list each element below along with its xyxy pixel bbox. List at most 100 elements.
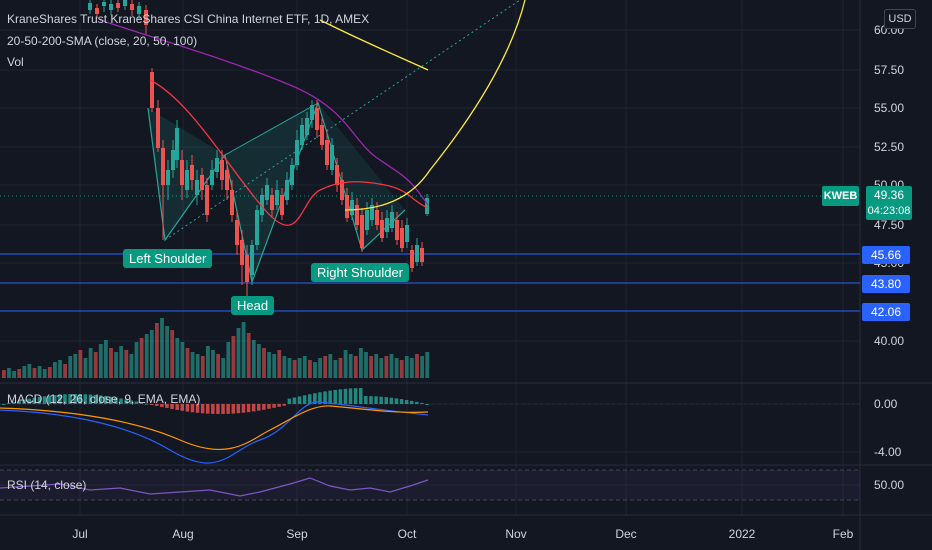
volume-bar bbox=[160, 318, 164, 378]
macd-histogram-bar bbox=[251, 404, 256, 412]
volume-legend[interactable]: Vol bbox=[7, 55, 24, 69]
candle-body bbox=[250, 245, 254, 275]
macd-histogram-bar bbox=[185, 404, 190, 412]
volume-bar bbox=[63, 364, 67, 378]
last-price-box: 49.36 04:23:08 bbox=[866, 186, 912, 220]
volume-bar bbox=[272, 354, 277, 378]
volume-bar bbox=[27, 364, 32, 378]
volume-bar bbox=[236, 328, 241, 378]
candle-body bbox=[95, 8, 99, 14]
time-axis-label: 2022 bbox=[729, 527, 756, 541]
volume-bar bbox=[104, 340, 108, 378]
volume-bar bbox=[394, 358, 399, 378]
macd-histogram-bar bbox=[180, 404, 184, 411]
macd-histogram-bar bbox=[32, 397, 37, 404]
macd-histogram-bar bbox=[63, 394, 67, 404]
macd-histogram-bar bbox=[262, 404, 266, 410]
macd-histogram-bar bbox=[394, 398, 399, 404]
time-axis-label: Dec bbox=[615, 527, 636, 541]
macd-histogram-bar bbox=[374, 396, 378, 404]
volume-bar bbox=[328, 354, 333, 378]
volume-bar bbox=[221, 358, 226, 378]
volume-bar bbox=[282, 356, 287, 378]
macd-histogram-bar bbox=[17, 400, 21, 404]
volume-bar bbox=[58, 360, 62, 378]
macd-histogram-bar bbox=[302, 395, 307, 404]
volume-bar bbox=[47, 367, 52, 378]
volume-bar bbox=[7, 368, 11, 378]
left-shoulder-label[interactable]: Left Shoulder bbox=[123, 249, 213, 268]
candle-body bbox=[205, 185, 209, 215]
projection-curve bbox=[344, 0, 526, 211]
macd-histogram-bar bbox=[333, 389, 337, 404]
volume-bar bbox=[73, 354, 78, 378]
volume-bar bbox=[200, 356, 205, 378]
last-price: 49.36 bbox=[873, 188, 905, 202]
macd-histogram-bar bbox=[93, 394, 98, 404]
volume-bar bbox=[369, 356, 373, 378]
volume-bar bbox=[302, 356, 307, 378]
candle-body bbox=[210, 170, 214, 185]
candle-body bbox=[375, 210, 379, 225]
candle-body bbox=[260, 195, 264, 215]
volume-bar bbox=[37, 366, 42, 378]
macd-histogram-bar bbox=[160, 404, 164, 407]
volume-bar bbox=[262, 348, 266, 378]
currency-button[interactable]: USD bbox=[884, 9, 916, 29]
macd-histogram-bar bbox=[410, 400, 414, 404]
candle-body bbox=[310, 105, 314, 120]
macd-histogram-bar bbox=[359, 388, 363, 404]
candle-body bbox=[285, 180, 289, 200]
volume-bar bbox=[190, 352, 195, 378]
candle-body bbox=[345, 195, 349, 218]
candle-body bbox=[300, 125, 304, 145]
level-tag-45-66: 45.66 bbox=[862, 246, 910, 264]
candle-body bbox=[395, 220, 399, 240]
volume-bar bbox=[12, 371, 16, 378]
head-label[interactable]: Head bbox=[231, 296, 275, 315]
candle-body bbox=[144, 10, 148, 25]
macd-histogram-bar bbox=[241, 404, 246, 413]
macd-histogram-bar bbox=[175, 404, 179, 410]
candle-body bbox=[175, 128, 179, 160]
macd-legend[interactable]: MACD (12, 26, close, 9, EMA, EMA) bbox=[7, 392, 201, 406]
macd-histogram-bar bbox=[190, 404, 195, 413]
macd-histogram-bar bbox=[129, 400, 133, 404]
candle-body bbox=[240, 240, 244, 265]
volume-bar bbox=[134, 342, 139, 378]
upper-curve bbox=[319, 19, 429, 71]
volume-bar bbox=[241, 322, 246, 378]
volume-bar bbox=[149, 330, 154, 378]
volume-bar bbox=[348, 354, 353, 378]
candle-body bbox=[220, 160, 224, 180]
volume-bar bbox=[384, 356, 389, 378]
macd-histogram-bar bbox=[384, 397, 388, 404]
candle-body bbox=[420, 248, 424, 262]
macd-histogram-bar bbox=[369, 396, 373, 404]
volume-bar bbox=[297, 358, 302, 378]
rsi-legend[interactable]: RSI (14, close) bbox=[7, 478, 87, 492]
volume-bar bbox=[114, 352, 118, 378]
candle-body bbox=[171, 150, 175, 170]
volume-bar bbox=[180, 342, 185, 378]
macd-histogram-bar bbox=[88, 394, 93, 404]
volume-bar bbox=[318, 358, 322, 378]
candle-body bbox=[150, 72, 154, 108]
volume-bar bbox=[359, 348, 363, 378]
sma-legend[interactable]: 20-50-200-SMA (close, 20, 50, 100) bbox=[7, 34, 198, 48]
volume-bar bbox=[353, 356, 358, 378]
candle-body bbox=[88, 3, 92, 10]
macd-histogram-bar bbox=[200, 404, 205, 414]
volume-bar bbox=[420, 356, 424, 378]
right-shoulder-label[interactable]: Right Shoulder bbox=[311, 263, 409, 282]
macd-histogram-bar bbox=[257, 404, 261, 411]
volume-bar bbox=[410, 358, 414, 378]
volume-bar bbox=[292, 360, 297, 378]
candle-body bbox=[245, 255, 249, 282]
candle-body bbox=[320, 125, 324, 145]
macd-histogram-bar bbox=[338, 389, 343, 404]
candle-body bbox=[410, 250, 414, 268]
candle-body bbox=[109, 4, 113, 10]
time-axis-label: Nov bbox=[505, 527, 526, 541]
